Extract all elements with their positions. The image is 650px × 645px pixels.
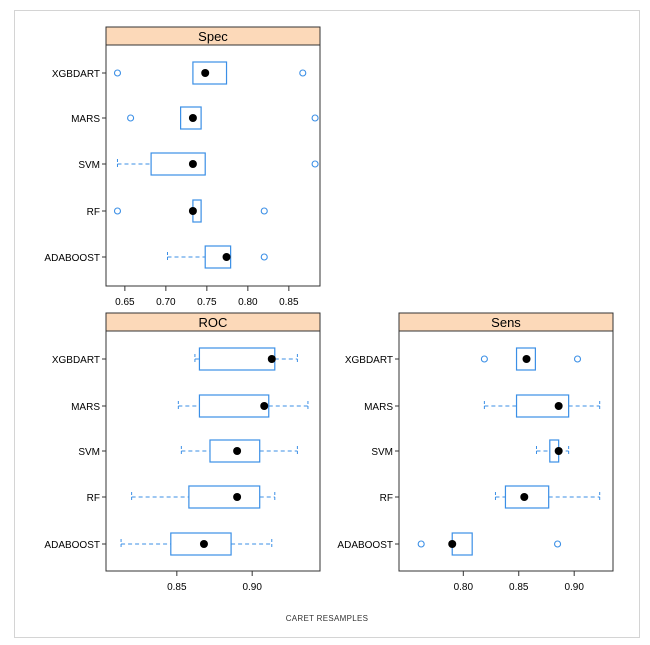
figure-caption: CARET RESAMPLES bbox=[285, 614, 369, 623]
category-label: SVM bbox=[78, 447, 100, 458]
iqr-box bbox=[198, 347, 276, 371]
x-tick-label: 0.90 bbox=[242, 582, 262, 593]
x-tick-label: 0.70 bbox=[156, 297, 176, 308]
plot-area bbox=[105, 44, 321, 287]
x-tick-label: 0.65 bbox=[115, 297, 135, 308]
category-label: ADABOOST bbox=[44, 253, 100, 264]
category-label: XGBDART bbox=[52, 355, 100, 366]
x-tick-label: 0.90 bbox=[564, 582, 584, 593]
x-tick-label: 0.75 bbox=[197, 297, 217, 308]
category-label: MARS bbox=[71, 402, 100, 413]
outlier-point bbox=[417, 540, 425, 548]
category-label: SVM bbox=[78, 160, 100, 171]
median-point bbox=[188, 160, 197, 168]
category-label: SVM bbox=[371, 447, 393, 458]
outlier-point bbox=[311, 114, 319, 122]
median-point bbox=[188, 114, 197, 122]
outlier-point bbox=[573, 355, 582, 363]
iqr-box bbox=[150, 152, 206, 176]
median-point bbox=[554, 447, 563, 455]
iqr-box bbox=[515, 394, 570, 418]
category-label: RF bbox=[87, 493, 100, 504]
panel-title: ROC bbox=[199, 315, 228, 330]
category-label: XGBDART bbox=[52, 69, 100, 80]
panel-title: Spec bbox=[198, 29, 228, 44]
iqr-box bbox=[180, 106, 202, 130]
median-point bbox=[520, 493, 529, 501]
median-point bbox=[448, 540, 457, 548]
iqr-box bbox=[192, 61, 228, 85]
outlier-point bbox=[113, 69, 122, 77]
median-point bbox=[233, 447, 242, 455]
category-label: MARS bbox=[364, 402, 393, 413]
median-point bbox=[233, 493, 242, 501]
x-tick-label: 0.85 bbox=[167, 582, 187, 593]
category-label: ADABOOST bbox=[337, 540, 393, 551]
category-label: RF bbox=[87, 207, 100, 218]
median-point bbox=[222, 253, 231, 261]
outlier-point bbox=[480, 355, 488, 363]
category-label: RF bbox=[380, 493, 393, 504]
x-tick-label: 0.80 bbox=[454, 582, 474, 593]
median-point bbox=[554, 402, 563, 410]
category-label: ADABOOST bbox=[44, 540, 100, 551]
median-point bbox=[199, 540, 208, 548]
category-label: MARS bbox=[71, 114, 100, 125]
x-tick-label: 0.85 bbox=[279, 297, 299, 308]
outlier-point bbox=[260, 253, 268, 261]
category-label: XGBDART bbox=[345, 355, 393, 366]
outlier-point bbox=[554, 540, 562, 548]
x-tick-label: 0.85 bbox=[509, 582, 529, 593]
outlier-point bbox=[311, 160, 319, 168]
median-point bbox=[188, 207, 197, 215]
iqr-box bbox=[504, 485, 550, 509]
iqr-box bbox=[204, 245, 232, 269]
plot-area bbox=[398, 330, 614, 572]
outlier-point bbox=[127, 114, 135, 122]
iqr-box bbox=[515, 347, 536, 371]
iqr-box bbox=[170, 532, 232, 556]
panel-sens: Sens XGBDART MARS SVM RF ADABOOST 0.80 0.85 0.90 bbox=[337, 312, 614, 593]
iqr-box bbox=[198, 394, 270, 418]
median-point bbox=[267, 355, 276, 363]
outlier-point bbox=[260, 207, 268, 215]
iqr-box bbox=[209, 439, 261, 463]
panel-roc: ROC XGBDART MARS SVM RF ADABOOST 0.85 0.90 bbox=[44, 312, 321, 593]
panel-title: Sens bbox=[491, 315, 521, 330]
x-tick-label: 0.80 bbox=[238, 297, 258, 308]
median-point bbox=[522, 355, 531, 363]
median-point bbox=[201, 69, 210, 77]
outlier-point bbox=[113, 207, 122, 215]
outlier-point bbox=[299, 69, 307, 77]
median-point bbox=[260, 402, 269, 410]
panel-spec: Spec XGBDART MARS SVM RF ADABOOST 0.65 0.70 0.75… bbox=[44, 26, 321, 308]
iqr-box bbox=[188, 485, 261, 509]
